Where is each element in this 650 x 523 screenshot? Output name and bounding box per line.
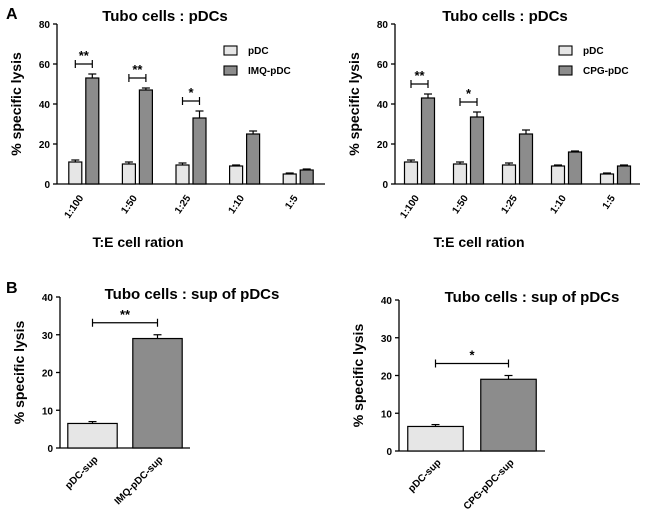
y-axis-label: % specific lysis [8,52,24,156]
bar-imq-pdc [138,89,153,185]
bar-cpg-pdc [616,165,632,185]
bar-pdc [68,161,83,185]
significance-label: * [188,85,194,100]
bar-cpg-pdc [420,97,436,185]
legend-swatch [558,65,573,76]
significance-label: ** [120,307,131,322]
y-tick-label: 60 [39,60,51,71]
significance-label: ** [79,48,90,63]
bar-pdc [501,164,517,185]
bar-pdc [121,163,137,185]
x-tick-label: 1:50 [450,193,471,216]
chart-c4: Tubo cells : sup of pDCs % specific lysis… [350,289,619,512]
y-tick-label: 10 [381,409,393,420]
x-tick-label: pDC-sup [63,454,100,491]
y-tick-label: 80 [39,20,51,31]
y-tick-label: 40 [377,100,389,111]
y-tick-label: 60 [377,60,389,71]
x-axis-label: T:E cell ration [92,234,183,250]
y-tick-label: 30 [42,331,54,342]
bar-pdc [175,164,190,185]
x-tick-label: CPG-pDC-sup [462,457,517,512]
legend-swatch [223,45,238,56]
legend-label: CPG-pDC [583,66,629,77]
bar-pdc [282,173,297,185]
y-tick-label: 40 [42,293,54,304]
y-axis-label: % specific lysis [350,324,366,428]
x-tick-label: 1:10 [227,193,248,216]
chart-c2: Tubo cells : pDCs % specific lysis 0 20 40 60… [346,8,640,250]
x-tick-label: IMQ-pDC-sup [113,454,166,507]
panel-label-a: A [6,6,18,23]
y-tick-label: 40 [381,296,393,307]
bar-pdc [599,173,615,185]
panel-label-b: B [6,280,18,297]
legend-swatch [223,65,238,76]
x-tick-label: 1:50 [119,193,140,216]
bar [132,337,183,449]
y-tick-label: 20 [39,140,51,151]
significance-label: * [469,348,475,363]
y-axis-label: % specific lysis [11,321,27,425]
x-tick-label: 1:100 [398,193,422,221]
x-tick-label: 1:5 [283,193,301,212]
y-axis-label: % specific lysis [346,52,362,156]
chart-c3: Tubo cells : sup of pDCs % specific lysis… [11,286,279,507]
chart-title: Tubo cells : pDCs [442,8,568,25]
y-tick-label: 0 [44,180,50,191]
legend-label: IMQ-pDC [248,66,291,77]
x-tick-label: 1:100 [63,193,87,221]
y-tick-label: 0 [382,180,388,191]
bar-cpg-pdc [567,151,583,185]
legend-swatch [558,45,573,56]
bar-pdc [229,165,244,185]
x-tick-label: 1:5 [601,193,619,212]
y-tick-label: 0 [47,444,53,455]
bar-imq-pdc [85,77,100,185]
bar [480,378,537,452]
significance-label: ** [414,68,425,83]
bar-cpg-pdc [469,116,485,185]
bar [67,422,118,449]
x-tick-label: 1:10 [548,193,569,216]
legend-label: pDC [583,46,604,57]
bar [407,425,464,452]
bar-pdc [452,163,468,185]
y-tick-label: 10 [42,406,54,417]
x-tick-label: pDC-sup [406,457,443,494]
y-tick-label: 80 [377,20,389,31]
y-tick-label: 0 [386,447,392,458]
x-tick-label: 1:25 [499,193,520,216]
chart-title: Tubo cells : sup of pDCs [445,289,620,306]
y-tick-label: 20 [377,140,389,151]
significance-label: * [466,86,472,101]
bar-imq-pdc [246,133,261,185]
bar-pdc [403,161,419,185]
chart-c1: Tubo cells : pDCs % specific lysis 0 20 40 60… [8,8,325,250]
x-axis-label: T:E cell ration [433,234,524,250]
bar-imq-pdc [192,117,207,185]
x-tick-label: 1:25 [173,193,194,216]
legend-label: pDC [248,46,269,57]
chart-title: Tubo cells : sup of pDCs [105,286,280,303]
y-tick-label: 40 [39,100,51,111]
significance-label: ** [132,62,143,77]
bar-cpg-pdc [518,133,534,185]
chart-title: Tubo cells : pDCs [102,8,228,25]
y-tick-label: 30 [381,334,393,345]
bar-imq-pdc [299,169,314,185]
y-tick-label: 20 [381,372,393,383]
y-tick-label: 20 [42,369,54,380]
bar-pdc [550,165,566,185]
